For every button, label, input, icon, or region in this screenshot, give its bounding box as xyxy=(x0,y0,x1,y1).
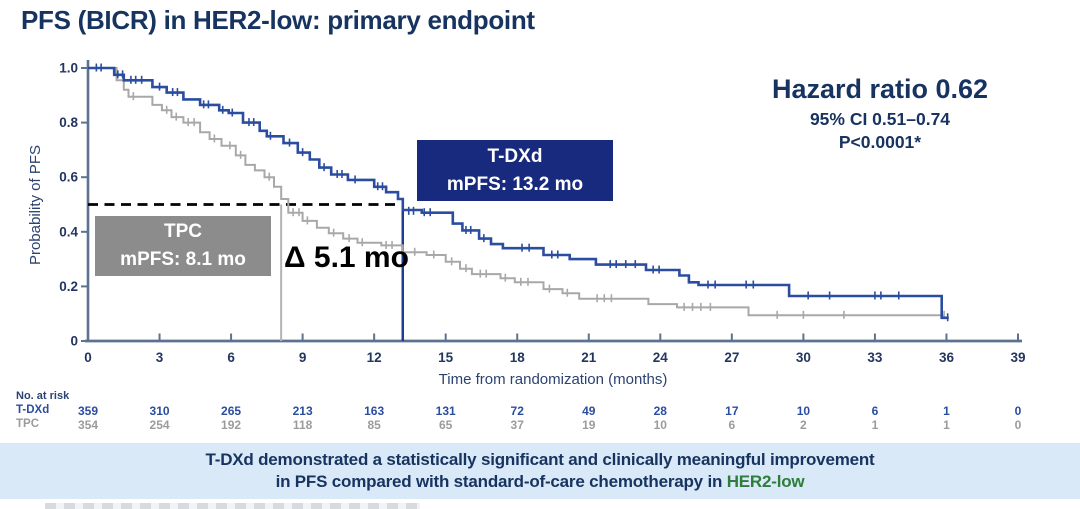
svg-text:1.0: 1.0 xyxy=(59,61,78,76)
conclusion-line1: T-DXd demonstrated a statistically signi… xyxy=(205,449,875,469)
svg-text:27: 27 xyxy=(724,350,739,365)
svg-text:Probability of PFS: Probability of PFS xyxy=(27,145,44,265)
at-risk-value: 254 xyxy=(149,418,170,432)
svg-text:0.6: 0.6 xyxy=(59,170,78,185)
svg-text:6: 6 xyxy=(227,350,235,365)
at-risk-table-title: No. at risk xyxy=(16,390,70,402)
svg-text:0: 0 xyxy=(84,350,92,365)
at-risk-value: 17 xyxy=(725,404,739,418)
tdxd-median-pfs: mPFS: 13.2 mo xyxy=(446,173,584,195)
svg-text:0.2: 0.2 xyxy=(59,279,78,294)
tdxd-median-callout: T-DXd mPFS: 13.2 mo xyxy=(417,140,613,201)
svg-text:15: 15 xyxy=(438,350,454,365)
svg-text:9: 9 xyxy=(299,350,307,365)
svg-text:0.8: 0.8 xyxy=(59,115,78,130)
at-risk-value: 213 xyxy=(292,404,313,418)
svg-text:0: 0 xyxy=(70,334,78,349)
page-title: PFS (BICR) in HER2-low: primary endpoint xyxy=(21,5,535,35)
at-risk-value: 10 xyxy=(653,418,667,432)
at-risk-value: 28 xyxy=(653,404,667,418)
at-risk-row-label-tpc: TPC xyxy=(16,418,39,430)
tpc-arm-name: TPC xyxy=(164,221,202,243)
tpc-median-pfs: mPFS: 8.1 mo xyxy=(120,249,246,270)
at-risk-value: 131 xyxy=(435,404,456,418)
tpc-median-callout: TPC mPFS: 8.1 mo xyxy=(95,216,271,276)
at-risk-value: 192 xyxy=(221,418,242,432)
at-risk-value: 72 xyxy=(510,404,524,418)
hazard-ratio-value: Hazard ratio 0.62 xyxy=(771,74,989,104)
conclusion-line2: in PFS compared with standard-of-care ch… xyxy=(276,471,805,493)
at-risk-value: 1 xyxy=(943,404,950,418)
at-risk-value: 359 xyxy=(77,404,99,418)
svg-text:18: 18 xyxy=(510,350,526,365)
svg-text:12: 12 xyxy=(367,350,382,365)
at-risk-value: 1 xyxy=(871,418,879,432)
at-risk-value: 6 xyxy=(871,404,879,418)
at-risk-value: 265 xyxy=(221,404,242,418)
median-delta-label: Δ 5.1 mo xyxy=(284,241,409,274)
at-risk-value: 2 xyxy=(800,418,807,432)
at-risk-value: 19 xyxy=(582,418,596,432)
svg-text:33: 33 xyxy=(867,350,883,365)
at-risk-value: 0 xyxy=(1014,418,1022,432)
clipped-footnote xyxy=(45,503,420,509)
at-risk-value: 1 xyxy=(943,418,950,432)
tdxd-arm-name: T-DXd xyxy=(487,145,543,167)
svg-text:3: 3 xyxy=(156,350,164,365)
her2-low-highlight: HER2-low xyxy=(726,472,805,491)
conclusion-line2-text: in PFS compared with standard-of-care ch… xyxy=(275,472,727,491)
at-risk-value: 37 xyxy=(510,418,524,432)
p-value: P<0.0001* xyxy=(838,131,922,152)
svg-text:21: 21 xyxy=(581,350,597,365)
conclusion-banner: T-DXd demonstrated a statistically signi… xyxy=(0,443,1080,499)
at-risk-value: 65 xyxy=(439,418,453,432)
svg-text:Time from randomization (month: Time from randomization (months) xyxy=(439,371,668,388)
at-risk-value: 118 xyxy=(292,418,313,432)
svg-text:24: 24 xyxy=(653,350,669,365)
at-risk-row-label-t-dxd: T-DXd xyxy=(16,404,50,416)
at-risk-value: 49 xyxy=(582,404,596,418)
svg-text:39: 39 xyxy=(1010,350,1025,365)
at-risk-value: 310 xyxy=(149,404,170,418)
at-risk-value: 163 xyxy=(364,404,385,418)
svg-text:30: 30 xyxy=(796,350,811,365)
confidence-interval: 95% CI 0.51–0.74 xyxy=(809,108,951,129)
at-risk-value: 6 xyxy=(728,418,736,432)
at-risk-value: 0 xyxy=(1014,404,1022,418)
hazard-ratio-block: Hazard ratio 0.62 95% CI 0.51–0.74 P<0.0… xyxy=(718,74,1042,152)
at-risk-value: 10 xyxy=(796,404,811,418)
at-risk-value: 354 xyxy=(77,418,99,432)
at-risk-value: 85 xyxy=(367,418,381,432)
svg-text:0.4: 0.4 xyxy=(59,224,78,239)
svg-text:36: 36 xyxy=(939,350,955,365)
